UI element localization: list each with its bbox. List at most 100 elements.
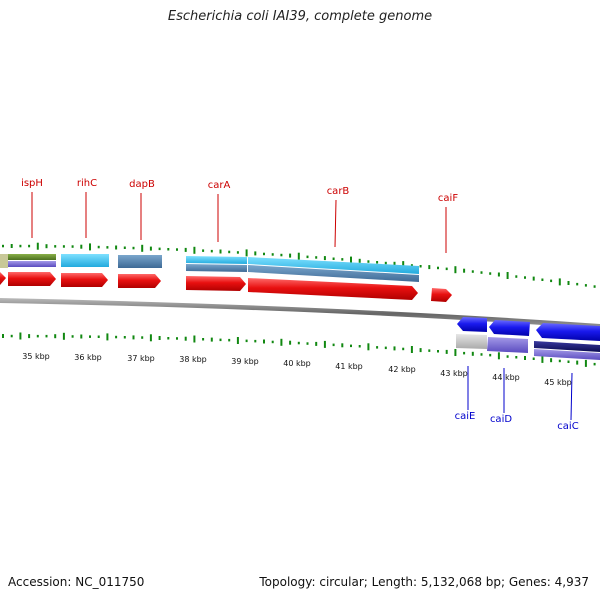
kbp-label: 37 kbp (127, 354, 155, 363)
feature-block-cyan (186, 256, 247, 264)
gc-tick (158, 247, 161, 251)
gc-tick (402, 261, 405, 269)
gc-tick (2, 244, 4, 248)
gc-tick (315, 341, 318, 346)
gc-tick (593, 362, 596, 366)
gc-tick (184, 247, 187, 252)
gc-tick (123, 246, 126, 249)
gc-tick (454, 349, 457, 356)
forward-feature-tracks (0, 254, 419, 282)
gc-tick (202, 338, 205, 341)
cds-arrow-reverse (489, 320, 530, 336)
gc-tick (54, 334, 57, 339)
gc-tick (158, 336, 161, 340)
gc-tick (402, 347, 405, 351)
gc-tick (193, 246, 196, 254)
gc-tick (445, 267, 448, 271)
gc-tick (367, 260, 370, 263)
gc-tick (428, 349, 431, 352)
feature-block-purple (8, 261, 56, 267)
gc-tick (576, 282, 579, 286)
gc-tick (106, 333, 109, 341)
gene-label-dapB: dapB (129, 179, 155, 190)
gene-label-carB: carB (327, 186, 350, 197)
gc-tick (297, 341, 300, 345)
gc-tick (219, 249, 222, 254)
gc-tick (210, 337, 213, 342)
gc-tick (97, 335, 100, 338)
gc-tick (515, 356, 518, 359)
gc-tick (332, 343, 335, 347)
gc-tick (89, 335, 91, 338)
kbp-label: 43 kbp (440, 369, 468, 378)
feature-block-cyan (61, 254, 109, 267)
gc-tick (393, 346, 396, 351)
gc-tick (54, 245, 57, 248)
gc-tick (115, 335, 118, 339)
kbp-label: 40 kbp (283, 359, 311, 368)
gc-tick (106, 246, 109, 249)
cds-arrow-reverse (457, 317, 487, 332)
gc-tick (323, 340, 326, 348)
gc-tick (437, 350, 439, 353)
gc-tick (593, 285, 596, 288)
kbp-label: 38 kbp (179, 355, 207, 364)
kbp-label: 36 kbp (74, 353, 102, 362)
gc-tick (28, 334, 31, 339)
gc-tick (384, 261, 387, 265)
gc-tick (463, 268, 466, 273)
gc-tick (437, 266, 439, 270)
gc-tick (280, 338, 283, 346)
gc-tick (332, 257, 335, 260)
kbp-label: 35 kbp (22, 352, 50, 361)
gc-tick (80, 334, 83, 339)
gc-tick (236, 251, 239, 254)
gc-tick (532, 276, 535, 281)
gene-labels: ispH rihC dapB carA carB caiF caiE caiD caiC (21, 178, 579, 432)
gc-tick (584, 284, 587, 287)
gc-tick (489, 353, 492, 357)
gc-tick (176, 337, 178, 340)
gene-label-caiE: caiE (455, 411, 476, 422)
gc-tick (45, 244, 48, 249)
feature-block-purple (487, 337, 528, 353)
gc-tick (419, 348, 422, 353)
feature-block-cyan (248, 257, 419, 274)
gc-tick (341, 343, 344, 348)
gc-tick (567, 281, 570, 285)
gc-tick (350, 256, 352, 264)
gc-tick (10, 334, 13, 338)
gc-tick (558, 278, 561, 286)
gc-content-outer-track (2, 242, 596, 288)
gc-tick (245, 339, 248, 343)
gc-tick (193, 335, 196, 343)
gene-label-caiD: caiD (490, 414, 512, 425)
gc-tick (97, 245, 100, 249)
gc-tick (341, 258, 344, 261)
feature-block-navy (534, 341, 600, 352)
gc-tick (419, 265, 422, 268)
cds-arrow-reverse (536, 323, 600, 341)
gc-tick (141, 244, 144, 252)
gc-tick (219, 338, 222, 342)
gc-tick (167, 248, 170, 251)
gc-tick (141, 336, 144, 339)
kbp-ruler: 35 kbp 36 kbp 37 kbp 38 kbp 39 kbp 40 kbp 41 k… (22, 352, 572, 387)
gc-tick (428, 265, 431, 270)
gc-tick (228, 338, 231, 342)
gc-tick (567, 360, 570, 363)
gc-tick (358, 345, 361, 348)
gc-tick (245, 249, 248, 257)
gc-tick (89, 243, 91, 251)
cds-arrow-forward (186, 276, 246, 291)
feature-block-gray (456, 334, 487, 349)
gene-label-rihC: rihC (77, 178, 97, 189)
gc-tick (463, 351, 466, 355)
forward-cds-track (0, 272, 452, 302)
gc-tick (384, 346, 387, 350)
feature-block-steel (186, 264, 247, 272)
gc-tick (228, 250, 231, 254)
kbp-label: 42 kbp (388, 365, 416, 374)
gc-tick (471, 351, 474, 356)
